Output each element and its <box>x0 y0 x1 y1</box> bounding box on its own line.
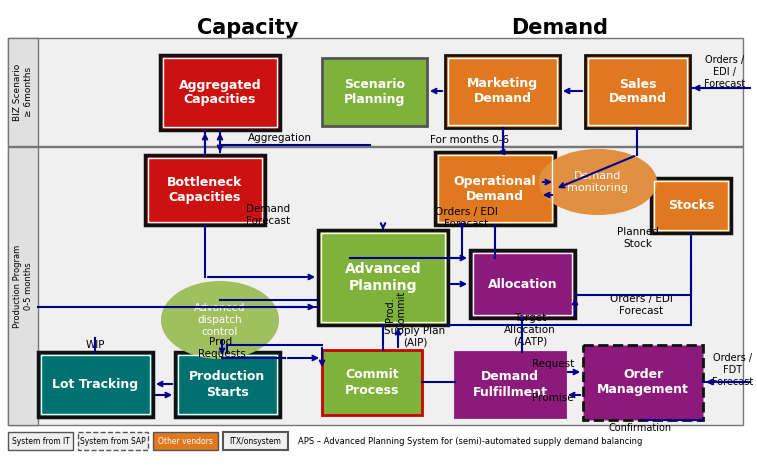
Text: Orders / EDI
Forecast: Orders / EDI Forecast <box>610 294 673 316</box>
Text: Scenario
Planning: Scenario Planning <box>344 78 405 106</box>
FancyBboxPatch shape <box>651 178 731 233</box>
Text: Promise: Promise <box>532 393 574 403</box>
FancyBboxPatch shape <box>8 38 743 146</box>
Text: System from SAP: System from SAP <box>80 437 146 446</box>
Text: Commit
Process: Commit Process <box>344 369 399 397</box>
FancyBboxPatch shape <box>8 147 38 425</box>
Text: Prod.
Commit: Prod. Commit <box>385 291 407 329</box>
FancyBboxPatch shape <box>223 432 288 450</box>
FancyBboxPatch shape <box>8 38 38 146</box>
Text: Request: Request <box>531 359 574 369</box>
FancyBboxPatch shape <box>455 352 565 417</box>
FancyBboxPatch shape <box>38 352 153 417</box>
Text: Planned
Stock: Planned Stock <box>617 227 659 249</box>
FancyBboxPatch shape <box>78 432 148 450</box>
Text: BIZ Scenario
≥ 6months: BIZ Scenario ≥ 6months <box>14 63 33 121</box>
FancyBboxPatch shape <box>470 250 575 318</box>
Ellipse shape <box>540 150 656 214</box>
Text: Production
Starts: Production Starts <box>189 370 266 399</box>
Text: Confirmation: Confirmation <box>609 423 671 433</box>
FancyBboxPatch shape <box>585 55 690 128</box>
Text: Demand: Demand <box>512 18 609 38</box>
Text: Demand
monitoring: Demand monitoring <box>568 171 628 193</box>
Text: Operational
Demand: Operational Demand <box>453 174 536 202</box>
Text: Target
Allocation
(AATP): Target Allocation (AATP) <box>504 314 556 347</box>
Text: Order
Management: Order Management <box>597 369 689 397</box>
Text: Orders /
FDT
Forecast: Orders / FDT Forecast <box>712 353 753 387</box>
FancyBboxPatch shape <box>445 55 560 128</box>
FancyBboxPatch shape <box>322 58 427 126</box>
Ellipse shape <box>162 282 278 358</box>
FancyBboxPatch shape <box>318 230 448 325</box>
Text: Orders /
EDI /
Forecast: Orders / EDI / Forecast <box>704 56 745 89</box>
Text: Bottleneck
Capacities: Bottleneck Capacities <box>167 176 243 204</box>
Text: Demand
Fulfillment: Demand Fulfillment <box>472 370 547 399</box>
Text: APS – Advanced Planning System for (semi)-automated supply demand balancing: APS – Advanced Planning System for (semi… <box>298 437 643 446</box>
Text: Other vendors: Other vendors <box>158 437 213 446</box>
FancyBboxPatch shape <box>153 432 218 450</box>
Text: Advanced
dispatch
control: Advanced dispatch control <box>195 304 246 337</box>
Text: Capacity: Capacity <box>198 18 299 38</box>
FancyBboxPatch shape <box>175 352 280 417</box>
FancyBboxPatch shape <box>322 350 422 415</box>
Text: WIP: WIP <box>86 340 104 350</box>
FancyBboxPatch shape <box>8 147 743 425</box>
Text: Supply Plan
(AIP): Supply Plan (AIP) <box>385 326 446 348</box>
Text: System from IT: System from IT <box>11 437 70 446</box>
Text: Aggregated
Capacities: Aggregated Capacities <box>179 78 261 106</box>
Text: Stocks: Stocks <box>668 199 714 212</box>
FancyBboxPatch shape <box>160 55 280 130</box>
Text: Sales
Demand: Sales Demand <box>609 77 666 105</box>
Text: Lot Tracking: Lot Tracking <box>52 378 139 391</box>
Text: For months 0-6: For months 0-6 <box>431 135 509 145</box>
Text: Aggregation: Aggregation <box>248 133 312 143</box>
FancyBboxPatch shape <box>435 152 555 225</box>
Text: Marketing
Demand: Marketing Demand <box>467 77 538 105</box>
FancyBboxPatch shape <box>145 155 265 225</box>
Text: Advanced
Planning: Advanced Planning <box>344 262 422 293</box>
Text: Prod.
Requests: Prod. Requests <box>198 337 246 359</box>
Text: Allocation: Allocation <box>488 277 557 291</box>
Text: ITX/onsystem: ITX/onsystem <box>229 437 282 446</box>
Text: Production Program
0-5 months: Production Program 0-5 months <box>14 244 33 328</box>
Text: Demand
Forecast: Demand Forecast <box>246 204 290 226</box>
Text: Orders / EDI
Forecast: Orders / EDI Forecast <box>435 207 497 229</box>
FancyBboxPatch shape <box>583 345 703 420</box>
FancyBboxPatch shape <box>8 432 73 450</box>
